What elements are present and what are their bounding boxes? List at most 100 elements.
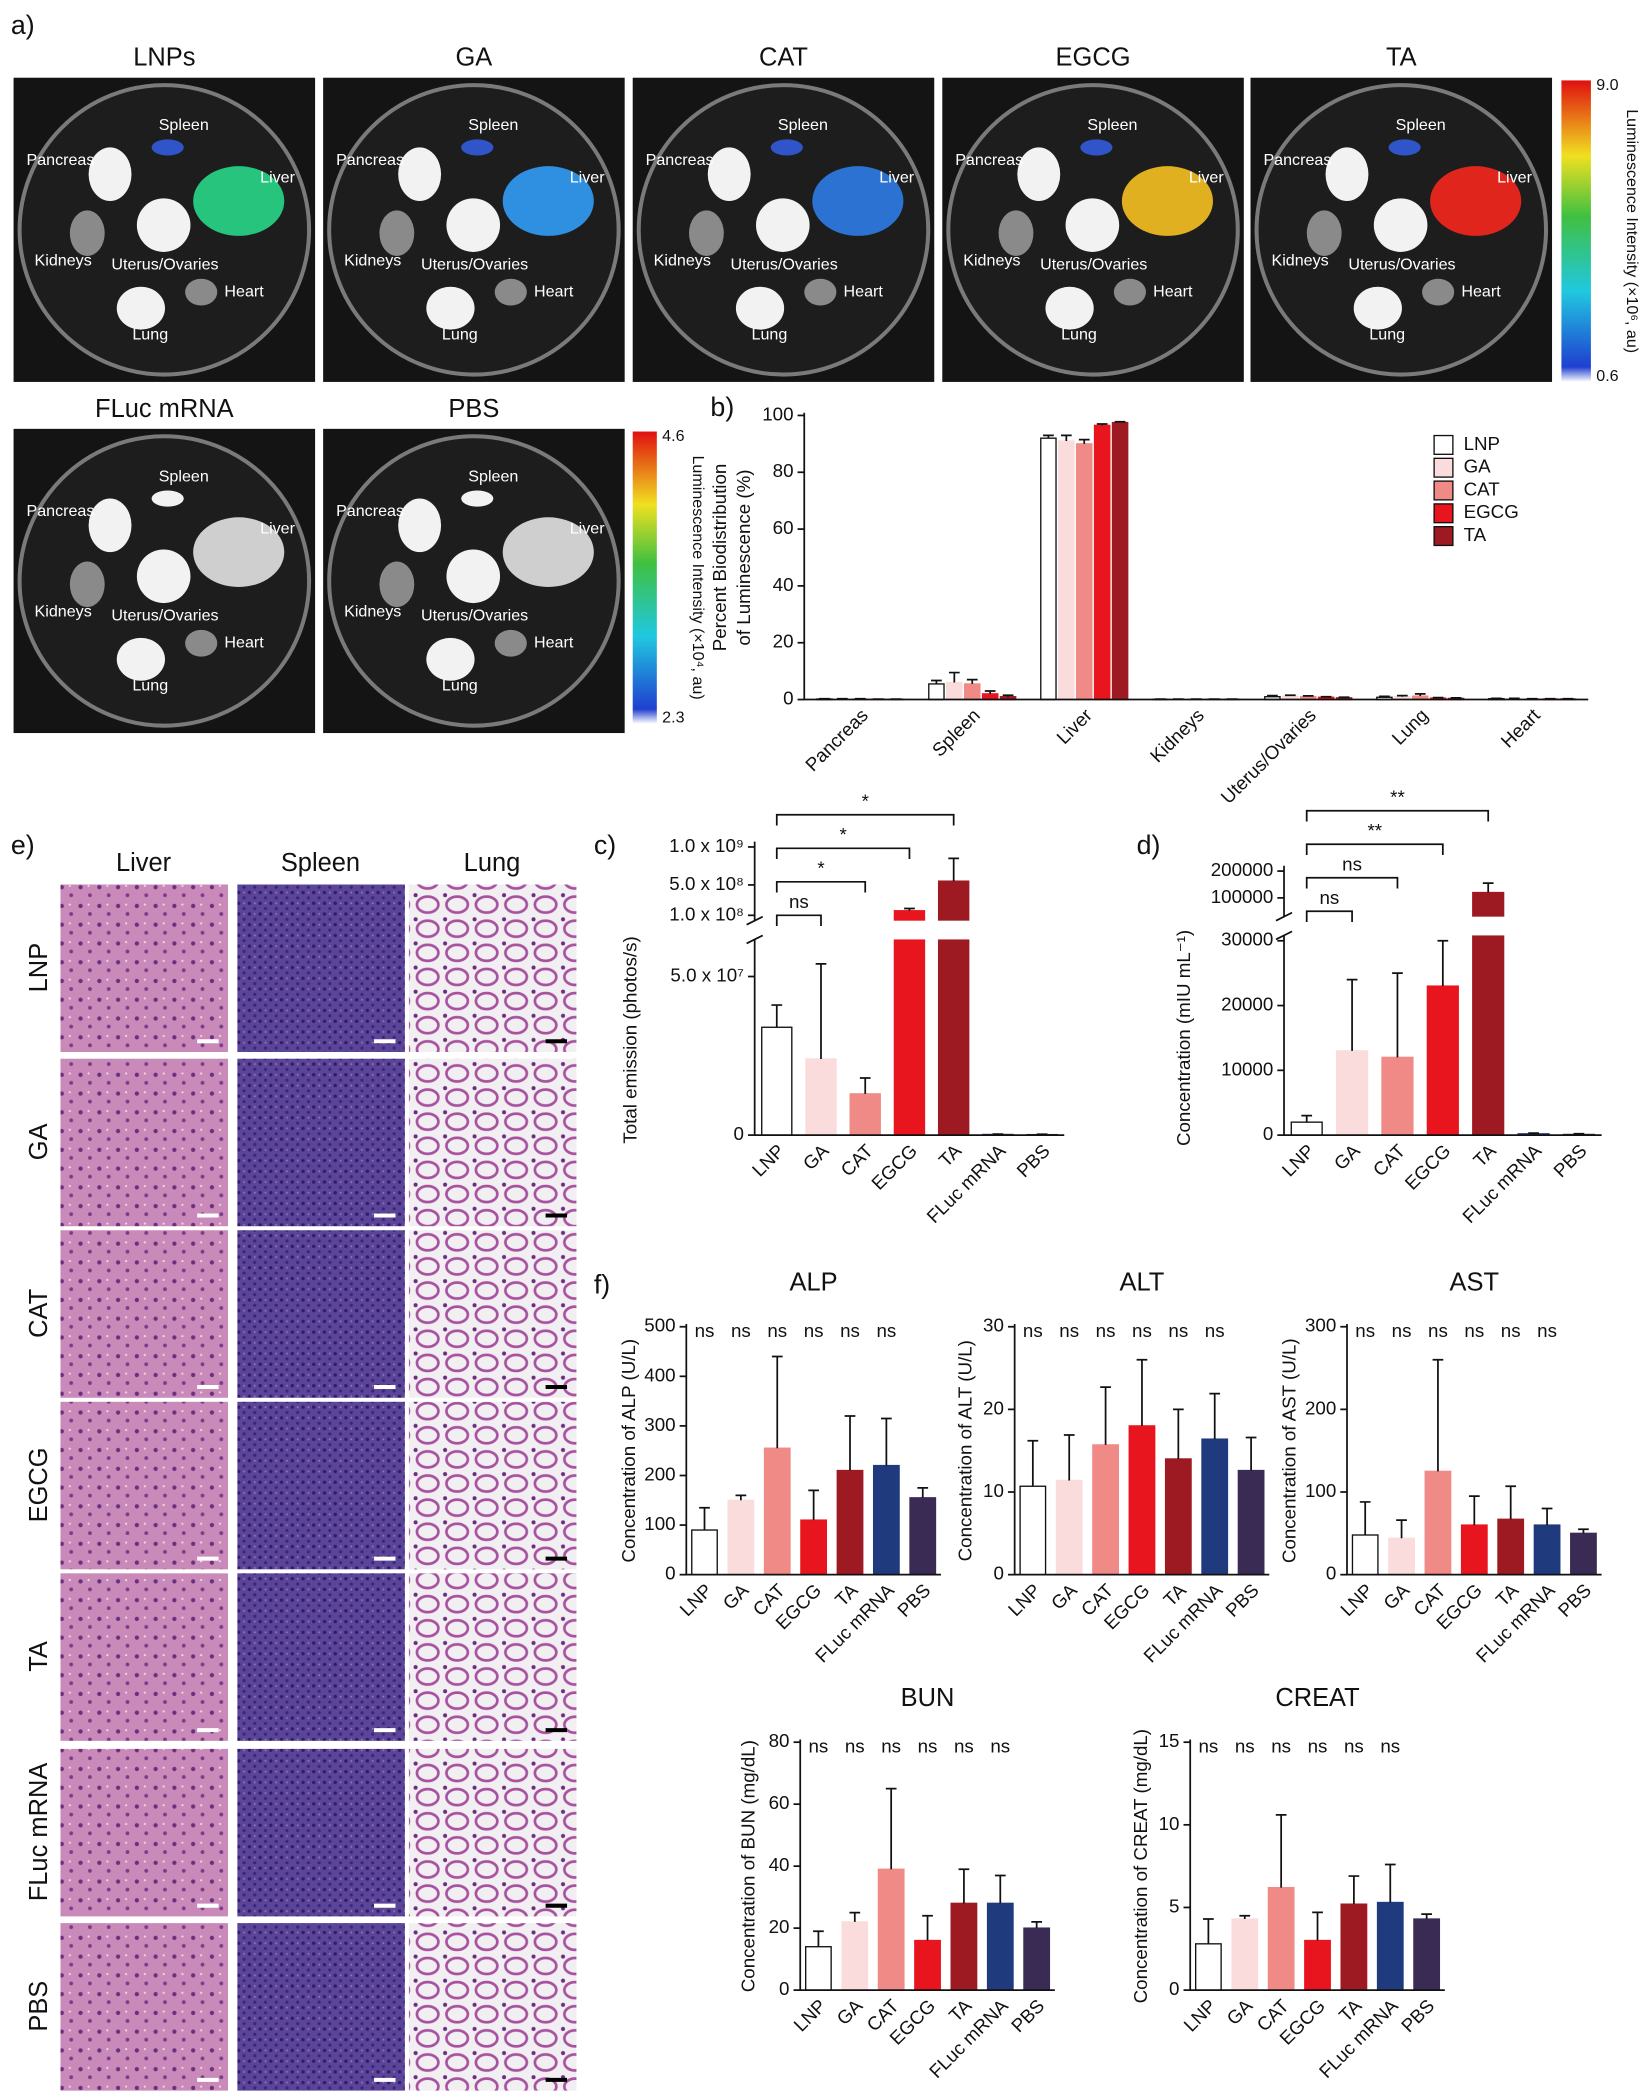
x-tick-label: PBS — [893, 1580, 934, 1621]
bar — [763, 1447, 791, 1576]
histology-image — [408, 1230, 577, 1398]
error-bar — [1348, 1875, 1360, 1905]
organ — [116, 637, 166, 681]
panel-label: b) — [710, 392, 734, 422]
colorbar-min: 2.3 — [662, 709, 684, 727]
organ — [446, 198, 501, 252]
y-axis-label: Percent Biodistribution — [709, 464, 730, 652]
x-tick-label: Spleen — [928, 704, 984, 760]
bar — [1290, 1121, 1323, 1136]
organ-label: Kidneys — [654, 252, 711, 270]
organ — [461, 139, 494, 156]
organ — [398, 147, 442, 202]
organ — [1080, 139, 1113, 156]
annotation: ns — [1501, 1320, 1521, 1341]
bar — [1426, 985, 1459, 1136]
histology-image — [237, 884, 405, 1053]
histology-image — [60, 1748, 228, 1917]
x-tick-label: GA — [1379, 1579, 1413, 1613]
organ-label: Uterus/Ovaries — [421, 256, 528, 274]
bar — [849, 1093, 881, 1136]
error-bar — [1275, 1814, 1287, 1888]
organ — [1388, 139, 1421, 156]
bar — [761, 1026, 793, 1136]
annotation: ns — [1308, 1735, 1328, 1756]
colorbar — [1561, 80, 1591, 382]
x-tick-label: Uterus/Ovaries — [1217, 704, 1320, 807]
annotation: ns — [881, 1735, 901, 1756]
error-bar — [1203, 1918, 1214, 1944]
organ — [494, 278, 527, 306]
y-axis-label: Concentration (mIU mL⁻¹) — [1173, 930, 1194, 1146]
histology-image — [60, 884, 228, 1053]
dish-title: EGCG — [1056, 44, 1131, 72]
bar — [836, 1469, 864, 1576]
bar — [1019, 1485, 1047, 1576]
annotation: ns — [1198, 1735, 1218, 1756]
organ-label: Uterus/Ovaries — [111, 256, 218, 274]
legend-label: EGCG — [1464, 501, 1519, 522]
y-tick-label: 80 — [773, 460, 794, 481]
organ-label: Liver — [879, 168, 914, 186]
bar — [928, 683, 945, 701]
histology-image — [237, 1748, 405, 1917]
colorbar-label: Luminescence Intensity (×10⁶, au) — [1623, 109, 1641, 353]
error-bar — [1505, 1485, 1517, 1520]
legend-label: GA — [1464, 456, 1492, 477]
bar — [691, 1529, 718, 1576]
error-bar — [1359, 1501, 1371, 1535]
colorbar-min: 0.6 — [1596, 367, 1618, 385]
organ-label: Heart — [844, 282, 884, 300]
error-bar — [1136, 1358, 1148, 1426]
y-tick-label: 20 — [983, 1397, 1004, 1418]
y-tick-label: 0 — [1169, 1978, 1179, 1999]
x-tick-label: Lung — [1388, 704, 1432, 748]
annotation: ns — [845, 1735, 865, 1756]
y-tick-label: 200000 — [1211, 859, 1274, 880]
organ-label: Uterus/Ovaries — [111, 607, 218, 625]
y-tick-label: 30 — [983, 1315, 1004, 1336]
bar — [1267, 1886, 1295, 1991]
organ-label: Heart — [1153, 282, 1193, 300]
row-label: EGCG — [25, 1447, 53, 1522]
organ-label: Lung — [442, 676, 478, 694]
error-bar — [885, 1787, 897, 1870]
x-tick-label: PBS — [1549, 1140, 1590, 1181]
annotation: ns — [1132, 1320, 1152, 1341]
error-bar — [1528, 1132, 1539, 1135]
bar — [1092, 1444, 1119, 1576]
organ-label: Uterus/Ovaries — [1348, 256, 1455, 274]
x-tick-label: PBS — [1221, 1580, 1262, 1621]
y-tick-label: 500 — [644, 1315, 675, 1336]
error-bar — [1302, 694, 1314, 697]
error-bar — [1172, 1408, 1184, 1459]
chart-title: AST — [1450, 1269, 1500, 1297]
significance-bracket — [775, 813, 955, 826]
organ-label: Kidneys — [35, 603, 92, 621]
x-tick-label: TA — [935, 1140, 966, 1171]
axes — [1346, 1324, 1602, 1576]
organ — [69, 210, 105, 256]
error-bar — [922, 1914, 933, 1941]
organ — [1017, 147, 1061, 202]
organ — [136, 198, 191, 252]
y-tick-label: 20000 — [1221, 994, 1273, 1015]
organ — [502, 166, 594, 236]
organ — [151, 490, 184, 507]
organ-label: Lung — [442, 325, 478, 343]
y-tick-label: 0 — [665, 1563, 675, 1584]
x-tick-label: LNP — [1336, 1580, 1377, 1621]
organ — [998, 210, 1034, 256]
axis-break — [1273, 916, 1602, 936]
x-tick-label: Kidneys — [1146, 704, 1208, 766]
axis-break — [743, 920, 1065, 940]
organ — [502, 517, 594, 587]
y-tick-label: 0 — [1326, 1563, 1336, 1584]
x-tick-label: TA — [1469, 1140, 1500, 1171]
axes — [1189, 1739, 1445, 1991]
x-tick-label: CAT — [1369, 1140, 1410, 1181]
organ-label: Pancreas — [336, 502, 404, 520]
organ-label: Liver — [260, 168, 295, 186]
x-tick-label: Pancreas — [801, 704, 872, 775]
